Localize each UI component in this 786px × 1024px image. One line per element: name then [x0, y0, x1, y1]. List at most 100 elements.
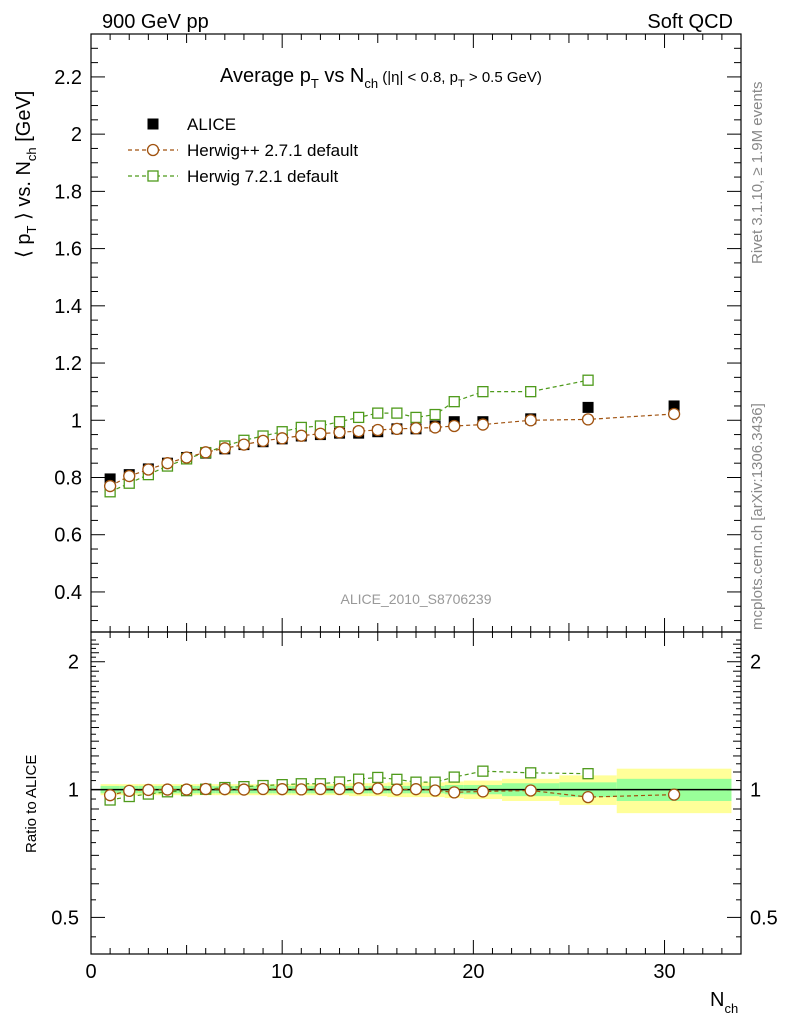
analysis-watermark: ALICE_2010_S8706239 — [340, 591, 491, 607]
ratio-point-1-1 — [123, 784, 136, 798]
data-point-2-14 — [372, 407, 384, 419]
axes-layer: 0 10 20 30 0.4 0.6 0.8 1 1.2 1.4 1.6 1.8 2 2.2 0.5 0.5 1… — [51, 33, 778, 983]
ratio-point-2-15 — [391, 773, 403, 785]
y-tick-label-7: 1.8 — [54, 181, 82, 203]
x-tick-label-10: 10 — [271, 961, 293, 983]
title-main: Average p — [220, 65, 311, 87]
ratio-point-1-21 — [581, 790, 595, 804]
ylabel-sub-pt: T — [24, 226, 39, 234]
legend-label-2: Herwig 7.2.1 default — [187, 167, 338, 186]
ratio-point-1-4 — [180, 783, 193, 796]
ylabel-mid: ⟩ vs. N — [13, 161, 35, 225]
y-tick-label-5: 1.4 — [54, 296, 82, 318]
title-cut-end: > 0.5 GeV) — [465, 69, 542, 86]
ratio-point-1-6 — [218, 783, 231, 796]
ylabel-main: ⟨ p — [13, 234, 35, 258]
ratio-point-1-0 — [103, 789, 117, 802]
data-point-2-16 — [410, 411, 422, 424]
side-mcplots-label: mcplots.cern.ch [arXiv:1306.3436] — [749, 403, 766, 630]
legend-label-0: ALICE — [187, 115, 236, 134]
ratio-tick-label-left-2: 2 — [68, 652, 79, 674]
data-point-1-7 — [237, 438, 251, 451]
data-point-2-19 — [477, 386, 489, 398]
title-vs: vs N — [319, 65, 365, 87]
ratio-point-1-5 — [199, 782, 212, 796]
y-tick-label-9: 2.2 — [54, 67, 82, 89]
y-tick-label-3: 1 — [71, 410, 82, 432]
ratio-point-1-12 — [333, 782, 346, 796]
data-point-1-20 — [524, 414, 537, 427]
data-point-1-8 — [256, 434, 270, 448]
data-point-1-14 — [371, 423, 384, 437]
ratio-line-2 — [110, 770, 589, 801]
ratio-tick-label-right-2: 2 — [750, 652, 761, 674]
ratio-point-1-14 — [371, 782, 384, 795]
data-point-1-9 — [276, 432, 289, 445]
data-point-1-0 — [103, 479, 117, 493]
ratio-series-layer — [103, 765, 681, 806]
y-tick-label-0: 0.4 — [54, 582, 82, 604]
data-point-1-1 — [123, 469, 136, 483]
ratio-point-1-13 — [352, 782, 365, 795]
ylabel-sub-ch: ch — [24, 147, 39, 161]
data-point-1-16 — [409, 422, 423, 435]
data-point-1-21 — [581, 413, 595, 426]
x-tick-label-20: 20 — [462, 961, 484, 983]
ratio-point-1-3 — [161, 783, 174, 796]
ratio-point-1-7 — [237, 783, 251, 796]
series-line-2 — [109, 379, 589, 493]
ratio-point-1-17 — [428, 784, 442, 797]
ratio-point-2-14 — [372, 771, 384, 784]
data-point-0-22 — [668, 400, 680, 412]
legend-label-1: Herwig++ 2.7.1 default — [187, 141, 358, 160]
title-sub-pt: T — [311, 76, 319, 91]
y-tick-label-4: 1.2 — [54, 353, 82, 375]
ratio-tick-label-left-1: 1 — [68, 780, 79, 802]
ratio-point-1-18 — [448, 786, 461, 799]
ratio-point-1-11 — [314, 782, 327, 796]
ratio-point-1-22 — [667, 788, 681, 801]
ratio-tick-label-left-0: 0.5 — [51, 907, 79, 929]
data-point-2-21 — [582, 374, 594, 386]
y-tick-label-6: 1.6 — [54, 239, 82, 261]
ratio-point-1-8 — [256, 782, 270, 796]
data-point-1-17 — [428, 421, 442, 434]
title-sub-ch: ch — [364, 76, 378, 91]
data-point-0-0 — [104, 473, 116, 485]
data-point-1-15 — [390, 422, 404, 436]
ratio-y-axis-label: Ratio to ALICE — [23, 755, 40, 853]
ratio-point-1-9 — [276, 783, 289, 796]
xlabel-main: N — [710, 989, 724, 1011]
data-point-1-10 — [295, 429, 308, 442]
data-point-1-12 — [333, 426, 346, 439]
data-point-1-13 — [352, 424, 365, 438]
ratio-point-1-10 — [295, 783, 308, 796]
main-series-layer — [103, 374, 681, 498]
data-point-1-11 — [314, 427, 327, 440]
ratio-point-1-20 — [524, 784, 537, 797]
x-axis-label: Nch — [710, 989, 738, 1016]
y-tick-label-1: 0.6 — [54, 525, 82, 547]
y-tick-label-2: 0.8 — [54, 467, 82, 489]
data-point-0-21 — [582, 401, 594, 413]
x-tick-label-0: 0 — [85, 961, 96, 983]
data-point-1-18 — [448, 419, 461, 433]
ratio-point-1-19 — [476, 785, 490, 798]
legend: ALICE Herwig++ 2.7.1 default Herwig 7.2.1 … — [128, 115, 358, 186]
data-point-1-19 — [476, 418, 490, 431]
title-cut: (|η| < 0.8, p — [378, 69, 458, 86]
legend-marker-1 — [146, 143, 160, 157]
y-tick-label-8: 2 — [71, 124, 82, 146]
ratio-point-2-20 — [525, 767, 537, 779]
chart-title: Average pT vs Nch (|η| < 0.8, pT > 0.5 G… — [220, 65, 542, 91]
ratio-tick-label-right-0: 0.5 — [750, 907, 778, 929]
data-point-1-4 — [180, 451, 193, 464]
ratio-point-2-19 — [477, 765, 489, 777]
data-point-1-22 — [667, 407, 681, 421]
data-point-2-17 — [429, 408, 441, 421]
ratio-point-2-21 — [582, 768, 594, 780]
x-tick-label-30: 30 — [653, 961, 675, 983]
header-energy: 900 GeV pp — [102, 11, 209, 33]
data-point-2-15 — [391, 407, 403, 419]
ratio-point-2-18 — [448, 771, 460, 783]
